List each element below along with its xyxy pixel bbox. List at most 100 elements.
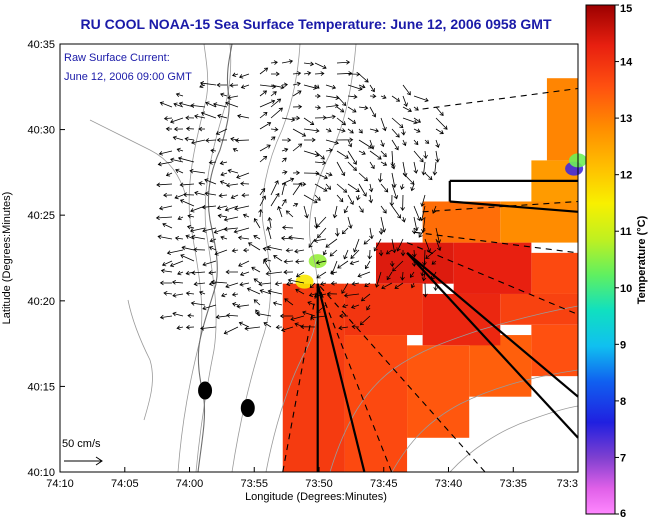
current-vector <box>187 213 195 219</box>
x-tick-label: 73:50 <box>305 478 333 490</box>
current-vector <box>258 281 272 287</box>
current-vector <box>400 183 405 190</box>
y-tick-label: 40:15 <box>27 381 55 393</box>
current-vector <box>239 73 250 79</box>
current-vector <box>292 143 303 152</box>
current-vector <box>223 226 239 232</box>
current-vector <box>343 205 349 214</box>
current-vector <box>314 194 321 201</box>
current-vector <box>259 187 266 196</box>
current-vector <box>435 106 444 117</box>
current-vector <box>180 254 195 262</box>
current-vector <box>343 249 349 260</box>
colorbar-tick-label: 7 <box>620 452 626 464</box>
current-vector <box>189 227 206 233</box>
current-vector <box>308 292 316 298</box>
current-vector <box>185 234 195 240</box>
current-vector <box>201 204 217 210</box>
colorbar-label: Temperature (°C) <box>636 215 648 304</box>
current-vector <box>185 291 195 296</box>
current-vector <box>275 324 283 330</box>
current-vector <box>259 111 268 119</box>
current-vector <box>294 248 305 254</box>
current-vector <box>225 101 239 108</box>
current-vector <box>295 288 305 295</box>
current-vector <box>185 115 195 121</box>
current-vector <box>253 299 261 306</box>
current-vector <box>172 292 184 298</box>
current-vector <box>337 260 349 269</box>
current-vector <box>402 139 407 147</box>
current-vector <box>369 106 377 118</box>
current-vector <box>163 291 173 296</box>
current-vector <box>253 234 261 240</box>
current-vector <box>191 270 206 276</box>
chart-title: RU COOL NOAA-15 Sea Surface Temperature:… <box>81 16 552 32</box>
ship-track-dashed <box>422 87 579 110</box>
current-vector <box>171 279 184 285</box>
sst-cell <box>422 201 501 243</box>
current-vector <box>158 205 173 211</box>
current-vector <box>435 128 444 135</box>
current-vector <box>223 216 239 222</box>
current-vector <box>247 242 261 251</box>
current-vector <box>286 281 294 287</box>
current-vector <box>413 128 421 133</box>
current-vector <box>347 128 354 134</box>
current-vector <box>292 202 299 208</box>
current-vector <box>380 94 387 100</box>
current-vector <box>165 172 173 177</box>
current-vector <box>308 238 316 248</box>
current-vector <box>368 183 374 193</box>
current-vector <box>270 192 280 207</box>
current-vector <box>277 205 283 218</box>
current-vector <box>358 150 366 155</box>
current-vector <box>336 71 353 76</box>
sst-cell <box>282 283 345 472</box>
current-vector <box>193 247 206 253</box>
current-vector <box>200 111 217 119</box>
current-vector <box>314 183 328 192</box>
current-vector <box>411 227 417 235</box>
current-vector <box>208 270 217 275</box>
current-vector <box>288 235 305 240</box>
current-vector <box>381 282 393 290</box>
y-tick-label: 40:10 <box>27 467 55 479</box>
scale-arrow-head <box>95 456 103 466</box>
current-vector <box>281 170 288 175</box>
current-vector <box>378 249 384 257</box>
current-vector <box>400 194 405 212</box>
current-vector <box>240 181 250 186</box>
current-vector <box>314 62 327 70</box>
current-vector <box>253 218 261 229</box>
current-vector <box>359 315 371 326</box>
current-vector <box>295 259 305 264</box>
current-vector <box>339 313 349 319</box>
colorbar-gradient <box>585 4 616 515</box>
current-vector <box>358 172 369 182</box>
current-vector <box>367 249 373 260</box>
current-vector <box>204 178 217 185</box>
current-vector <box>190 103 206 108</box>
current-vector <box>157 161 173 167</box>
current-vector <box>314 150 325 160</box>
current-vector <box>224 205 239 212</box>
sst-cell <box>422 293 501 346</box>
current-vector <box>267 289 283 295</box>
current-vector <box>274 281 283 286</box>
ship-track-solid <box>449 200 579 213</box>
current-vector <box>391 238 397 254</box>
current-vector <box>402 95 408 107</box>
current-vector <box>191 139 206 145</box>
ship-track-dashed <box>282 283 319 472</box>
current-vector <box>217 113 228 119</box>
current-vector <box>198 126 206 132</box>
current-vector <box>364 282 371 287</box>
current-vector <box>378 227 384 235</box>
current-vector <box>347 150 357 165</box>
current-vector <box>179 182 195 188</box>
x-tick-label: 73:55 <box>240 478 268 490</box>
current-vector <box>363 238 371 245</box>
current-vector <box>243 247 250 253</box>
current-vector <box>265 271 283 276</box>
